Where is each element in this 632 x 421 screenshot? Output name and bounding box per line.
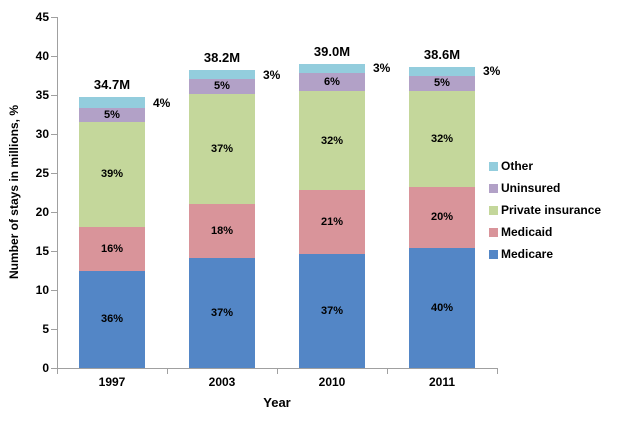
- y-tick-label: 45: [35, 10, 49, 24]
- x-tick-mark: [387, 369, 388, 374]
- x-axis-line: [57, 368, 498, 369]
- bar-segment-uninsured: [189, 78, 255, 94]
- bar-segment-uninsured: [409, 75, 475, 91]
- segment-label: 21%: [320, 216, 344, 229]
- bar-segment-uninsured: [79, 108, 145, 122]
- segment-label: 39%: [100, 168, 124, 181]
- segment-label: 40%: [430, 301, 454, 314]
- y-tick-label: 5: [42, 322, 49, 336]
- bar-segment-private-insurance: [299, 91, 365, 190]
- bar-total-label: 39.0M: [313, 43, 351, 59]
- segment-label-outside: 3%: [483, 64, 501, 79]
- y-tick-label: 25: [35, 166, 49, 180]
- bar-segment-other: [189, 70, 255, 79]
- legend-item-other: Other: [489, 159, 601, 173]
- bar-total-label: 34.7M: [93, 77, 131, 93]
- legend: Other Uninsured Private insurance Medicaid M…: [489, 159, 601, 269]
- legend-item-private-insurance: Private insurance: [489, 203, 601, 217]
- legend-label: Medicaid: [501, 225, 553, 239]
- segment-label: 6%: [324, 76, 340, 89]
- bar-segment-medicare: [409, 247, 475, 368]
- segment-label-outside: 3%: [263, 67, 281, 82]
- y-tick-mark: [51, 329, 57, 330]
- y-tick-label: 10: [35, 283, 49, 297]
- x-tick-label: 1997: [98, 375, 126, 389]
- bar-segment-private-insurance: [189, 93, 255, 205]
- bar-segment-other: [299, 63, 365, 73]
- segment-label: 36%: [100, 313, 124, 326]
- x-tick-mark: [167, 369, 168, 374]
- segment-label: 32%: [430, 133, 454, 146]
- legend-item-medicare: Medicare: [489, 247, 601, 261]
- legend-label: Other: [501, 159, 534, 173]
- legend-label: Private insurance: [501, 203, 602, 217]
- x-tick-label: 2010: [318, 375, 346, 389]
- y-tick-mark: [51, 212, 57, 213]
- y-tick-label: 0: [42, 361, 49, 375]
- segment-label: 18%: [210, 224, 234, 237]
- legend-marker-icon: [489, 205, 498, 215]
- legend-marker-icon: [489, 183, 498, 193]
- y-tick-mark: [51, 56, 57, 57]
- legend-marker-icon: [489, 227, 498, 237]
- bar-segment-medicaid: [409, 187, 475, 248]
- bar-segment-private-insurance: [79, 121, 145, 228]
- bar-segment-private-insurance: [409, 91, 475, 188]
- bar-segment-medicaid: [299, 189, 365, 255]
- legend-label: Medicare: [501, 247, 554, 261]
- y-tick-mark: [51, 17, 57, 18]
- legend-label: Uninsured: [501, 181, 561, 195]
- segment-label: 32%: [320, 134, 344, 147]
- segment-label: 5%: [214, 80, 230, 93]
- y-axis-line: [57, 17, 58, 369]
- x-tick-mark: [57, 369, 58, 374]
- y-tick-label: 40: [35, 49, 49, 63]
- bar-segment-uninsured: [299, 73, 365, 92]
- segment-label: 37%: [210, 142, 234, 155]
- x-tick-label: 2003: [208, 375, 236, 389]
- bar-segment-other: [79, 97, 145, 109]
- y-tick-label: 20: [35, 205, 49, 219]
- y-tick-mark: [51, 290, 57, 291]
- segment-label: 20%: [430, 211, 454, 224]
- legend-item-medicaid: Medicaid: [489, 225, 601, 239]
- x-axis-title: Year: [263, 395, 291, 410]
- y-tick-mark: [51, 134, 57, 135]
- bar-total-label: 38.2M: [203, 50, 241, 66]
- bar-segment-medicaid: [189, 204, 255, 258]
- y-tick-label: 35: [35, 88, 49, 102]
- y-tick-mark: [51, 95, 57, 96]
- bar-segment-medicare: [79, 270, 145, 368]
- segment-label: 16%: [100, 242, 124, 255]
- bar-segment-medicare: [189, 257, 255, 368]
- y-tick-mark: [51, 368, 57, 369]
- y-tick-mark: [51, 251, 57, 252]
- segment-label: 5%: [104, 108, 120, 121]
- y-tick-label: 15: [35, 244, 49, 258]
- segment-label-outside: 3%: [373, 61, 391, 76]
- bar-total-label: 38.6M: [423, 46, 461, 62]
- y-tick-label: 30: [35, 127, 49, 141]
- legend-marker-icon: [489, 249, 498, 259]
- bar-segment-medicaid: [79, 227, 145, 271]
- legend-item-uninsured: Uninsured: [489, 181, 601, 195]
- bar-segment-other: [409, 66, 475, 76]
- x-tick-mark: [277, 369, 278, 374]
- segment-label-outside: 4%: [153, 95, 171, 110]
- segment-label: 37%: [210, 306, 234, 319]
- y-tick-mark: [51, 173, 57, 174]
- bar-segment-medicare: [299, 254, 365, 368]
- segment-label: 5%: [434, 77, 450, 90]
- legend-marker-icon: [489, 161, 498, 171]
- x-tick-label: 2011: [428, 375, 456, 389]
- segment-label: 37%: [320, 305, 344, 318]
- x-tick-mark: [497, 369, 498, 374]
